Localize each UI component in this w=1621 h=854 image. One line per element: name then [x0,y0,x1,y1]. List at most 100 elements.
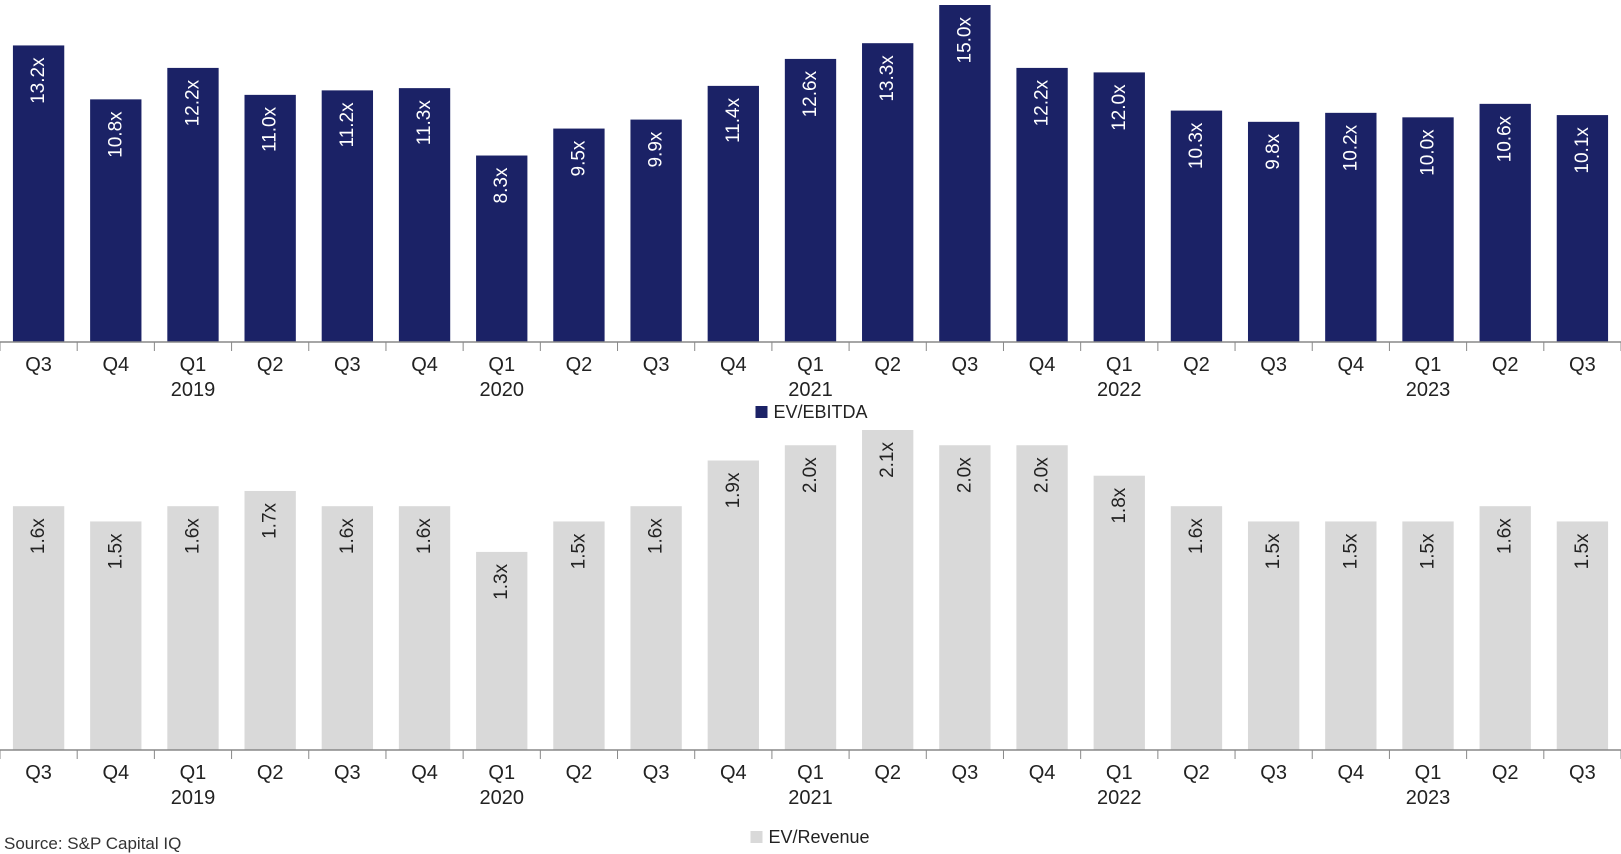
ev-revenue-bar [90,521,142,750]
ev-revenue-data-label: 1.5x [1418,533,1439,569]
ev-revenue-tick-label: Q1 [180,762,207,784]
ev-ebitda-data-label: 10.6x [1495,115,1516,162]
ev-ebitda-bar [1402,117,1454,342]
ev-revenue-bar [167,506,219,750]
ev-ebitda-bar [90,99,142,342]
ev-ebitda-chart: 13.2x 10.8x 12.2x 11.0x 11.2x 11.3x 8.3x 9.5x 9.… [0,5,1621,422]
ev-revenue-bar [476,551,528,750]
ev-ebitda-data-label: 12.0x [1109,84,1130,131]
ev-revenue-data-label: 1.6x [1495,518,1516,554]
ev-ebitda-data-label: 13.3x [877,55,898,102]
ev-revenue-tick-label: Q4 [102,762,129,784]
ev-revenue-year-label: 2023 [1406,787,1451,809]
ev-ebitda-bar [398,88,451,342]
source-note: Source: S&P Capital IQ [4,834,182,853]
ev-revenue-data-label: 2.0x [800,457,821,493]
ev-revenue-bar [1402,521,1454,750]
ev-revenue-bar [1325,521,1377,750]
ev-revenue-data-label: 1.6x [182,518,203,554]
ev-ebitda-tick-label: Q1 [1106,354,1133,376]
ev-revenue-tick-label: Q4 [720,762,747,784]
ev-ebitda-data-label: 10.1x [1572,127,1593,174]
ev-ebitda-bar [1325,112,1377,342]
ev-revenue-tick-label: Q2 [874,762,901,784]
ev-revenue-bar [12,506,65,750]
ev-ebitda-data-label: 12.2x [1032,79,1053,126]
ev-ebitda-tick-label: Q4 [102,354,129,376]
ev-ebitda-tick-label: Q2 [257,354,284,376]
ev-ebitda-data-label: 12.6x [800,70,821,117]
ev-revenue-tick-label: Q1 [1106,762,1133,784]
ev-ebitda-data-label: 10.8x [105,111,126,158]
ev-revenue-data-label: 1.6x [1186,518,1207,554]
ev-ebitda-bar [12,45,65,342]
ev-revenue-bar [553,521,605,750]
ev-revenue-tick-label: Q2 [257,762,284,784]
ev-revenue-bar [630,506,682,750]
ev-ebitda-data-label: 12.2x [182,79,203,126]
ev-revenue-tick-label: Q3 [952,762,979,784]
ev-revenue-bar [1556,521,1609,750]
ev-ebitda-bar [630,119,682,342]
ev-ebitda-tick-label: Q2 [874,354,901,376]
ev-ebitda-year-label: 2021 [788,379,833,401]
ev-revenue-year-label: 2022 [1097,787,1142,809]
ev-ebitda-bar [939,5,991,342]
ev-revenue-data-label: 1.5x [1263,533,1284,569]
ev-ebitda-tick-label: Q2 [1183,354,1210,376]
ev-revenue-data-label: 1.5x [1340,533,1361,569]
ev-ebitda-data-label: 11.0x [260,106,281,152]
ev-ebitda-year-label: 2022 [1097,379,1142,401]
ev-revenue-tick-label: Q1 [1415,762,1442,784]
ev-ebitda-bar [1247,121,1300,343]
ev-ebitda-tick-label: Q1 [488,354,515,376]
ev-revenue-tick-label: Q3 [334,762,361,784]
ev-ebitda-bar [862,43,914,343]
ev-ebitda-tick-label: Q2 [566,354,593,376]
ev-ebitda-bar [1093,72,1145,343]
ev-ebitda-tick-label: Q3 [25,354,52,376]
ev-ebitda-data-label: 10.0x [1418,129,1439,176]
ev-revenue-tick-label: Q4 [1337,762,1364,784]
ev-ebitda-tick-label: Q3 [334,354,361,376]
ev-ebitda-tick-label: Q3 [1569,354,1596,376]
ev-revenue-data-label: 1.7x [260,502,281,538]
ev-revenue-legend-swatch [750,831,763,843]
ev-ebitda-tick-label: Q3 [643,354,670,376]
ev-ebitda-bar [1016,67,1068,342]
ev-revenue-bar [939,445,991,750]
ev-revenue-tick-label: Q3 [25,762,52,784]
ev-revenue-data-label: 1.6x [646,518,667,554]
ev-revenue-legend: EV/Revenue [750,827,870,847]
ev-revenue-tick-label: Q1 [797,762,824,784]
ev-ebitda-data-label: 10.2x [1340,124,1361,171]
ev-revenue-data-label: 1.6x [337,518,358,554]
ev-ebitda-bar [707,85,759,342]
ev-revenue-tick-label: Q4 [1029,762,1056,784]
ev-ebitda-year-label: 2023 [1406,379,1451,401]
ev-ebitda-bar [784,58,837,343]
ev-ebitda-data-label: 8.3x [491,167,512,203]
ev-ebitda-tick-label: Q1 [797,354,824,376]
ev-ebitda-tick-label: Q1 [180,354,207,376]
ev-ebitda-tick-label: Q4 [411,354,438,376]
ev-ebitda-tick-label: Q4 [1029,354,1056,376]
ev-ebitda-tick-label: Q4 [1337,354,1364,376]
ev-ebitda-year-label: 2019 [171,379,216,401]
ev-revenue-bar [1479,506,1531,750]
ev-ebitda-year-label: 2020 [479,379,524,401]
ev-ebitda-data-label: 15.0x [954,17,975,64]
ev-revenue-tick-label: Q3 [643,762,670,784]
ev-revenue-data-label: 1.5x [568,533,589,569]
ev-revenue-data-label: 1.3x [491,563,512,599]
ev-ebitda-tick-label: Q2 [1492,354,1519,376]
ev-revenue-tick-label: Q1 [488,762,515,784]
ev-ebitda-bar [476,155,528,342]
ev-revenue-bar [244,490,296,750]
ev-ebitda-tick-label: Q3 [952,354,979,376]
ev-ebitda-data-label: 9.8x [1263,133,1284,169]
ev-revenue-bar [1016,445,1068,750]
ev-revenue-bar [707,460,759,750]
ev-revenue-data-label: 2.1x [877,442,898,478]
